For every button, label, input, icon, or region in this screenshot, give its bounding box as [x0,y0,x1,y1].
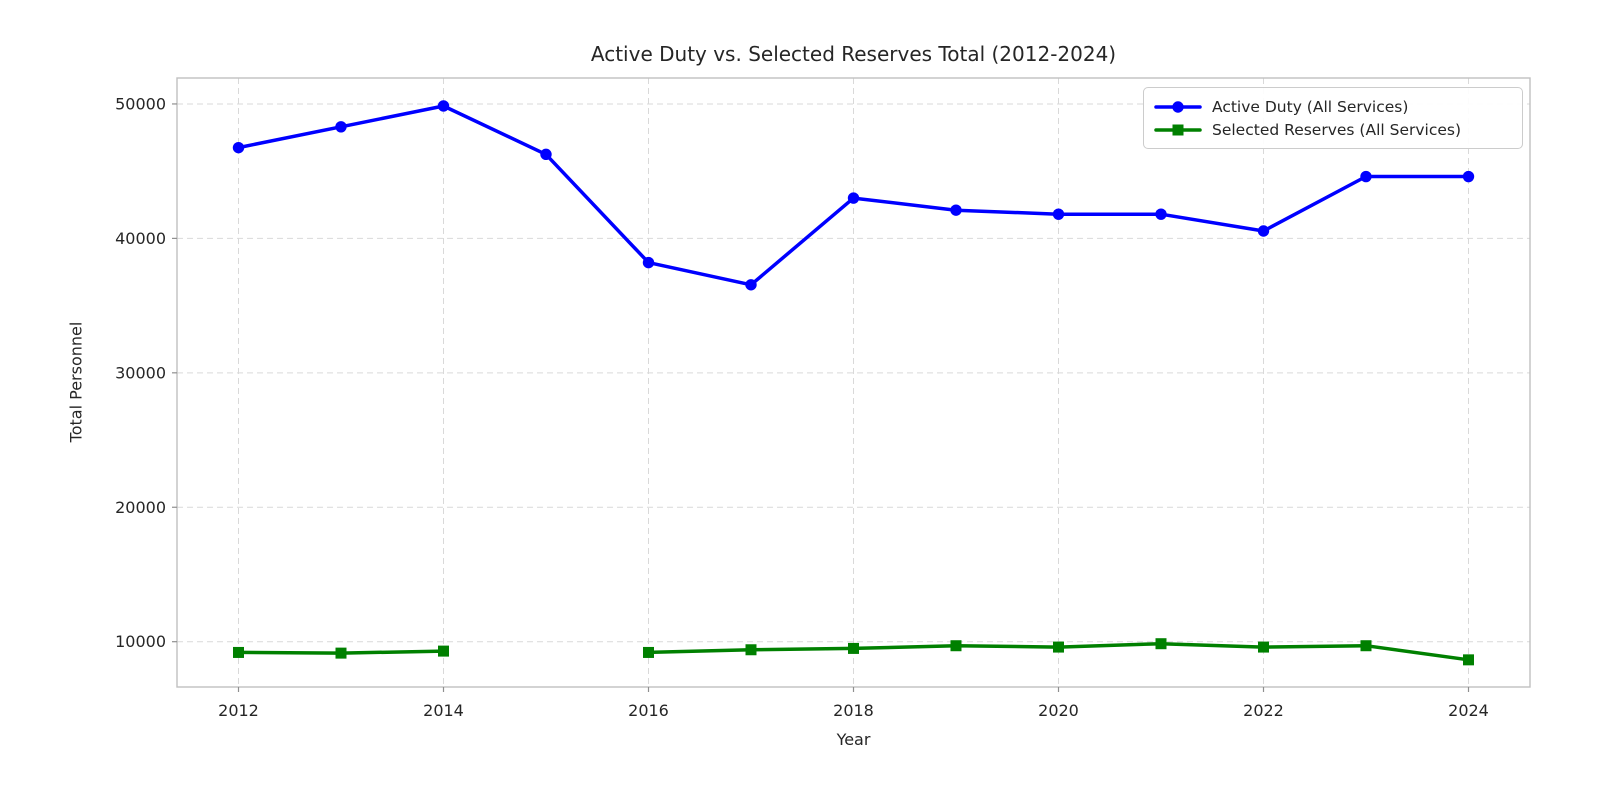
y-tick-label: 50000 [115,94,166,113]
data-point-marker [848,642,859,654]
x-tick-label: 2018 [833,701,874,720]
data-point-marker [847,192,860,204]
legend-line-circle-icon [1154,100,1202,113]
x-tick-label: 2014 [423,701,464,720]
legend-item-selected-reserves: Selected Reserves (All Services) [1154,121,1522,139]
data-point-marker [1360,640,1372,652]
data-point-marker [232,141,245,154]
data-point-marker [437,100,450,112]
data-point-marker [745,644,757,656]
y-tick-label: 10000 [115,632,166,651]
x-tick-label: 2022 [1243,701,1284,720]
data-point-marker [643,646,654,658]
data-point-marker [1360,170,1372,183]
x-tick-label: 2012 [218,701,259,720]
legend: Active Duty (All Services) Selected Rese… [1143,87,1523,149]
legend-line-square-icon [1154,124,1202,135]
data-point-marker [1258,641,1269,653]
legend-label-active-duty: Active Duty (All Services) [1212,97,1409,116]
data-point-marker [1463,654,1474,666]
data-point-marker [1052,208,1065,220]
data-point-marker [745,279,757,291]
data-point-marker [1155,638,1167,650]
data-point-marker [950,640,962,652]
x-tick-label: 2024 [1448,701,1489,720]
y-tick-label: 40000 [115,229,166,248]
legend-item-active-duty: Active Duty (All Services) [1154,98,1522,116]
data-series [232,100,1475,666]
data-point-marker [438,645,449,657]
y-tick-label: 20000 [115,498,166,517]
gridlines [177,78,1530,687]
data-point-marker [335,647,347,659]
axis-ticks: 10000 20000 30000 40000 50000 2012 2014 2016 201… [115,94,1489,720]
y-axis-label: Total Personnel [66,321,86,443]
chart-title: Active Duty vs. Selected Reserves Total … [590,42,1117,66]
y-tick-label: 30000 [115,363,166,382]
data-point-marker [335,121,347,133]
x-tick-label: 2016 [628,701,669,720]
data-point-marker [642,256,655,269]
data-point-marker [233,646,244,658]
data-point-marker [1053,641,1064,653]
data-point-marker [1155,208,1167,220]
x-tick-label: 2020 [1038,701,1079,720]
x-axis-label: Year [836,730,871,749]
data-point-marker [540,148,552,161]
data-point-marker [950,204,962,216]
data-point-marker [1257,225,1270,237]
data-point-marker [1462,170,1475,183]
legend-label-selected-reserves: Selected Reserves (All Services) [1212,120,1462,139]
